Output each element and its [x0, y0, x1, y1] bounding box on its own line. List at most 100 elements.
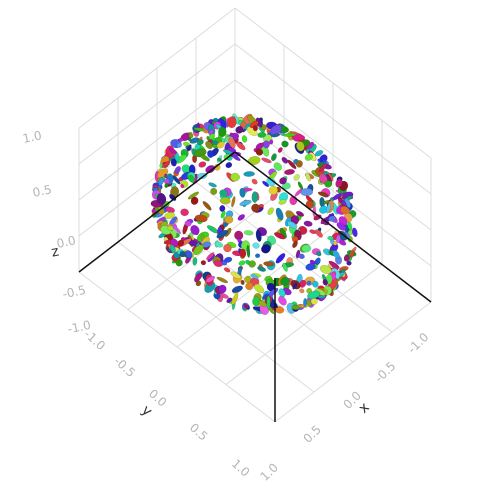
ellipsoid-marker	[240, 279, 245, 285]
ellipsoid-marker	[231, 293, 239, 305]
ellipsoid-marker	[226, 297, 233, 304]
ellipsoid-marker	[187, 174, 195, 183]
z-tick-minus-0.5: -0.5	[61, 283, 87, 302]
axis-panes	[79, 8, 431, 422]
ellipsoid-marker	[188, 133, 194, 139]
ellipsoid-marker	[199, 154, 210, 162]
ellipsoid-marker	[206, 252, 215, 261]
ellipsoid-marker	[266, 177, 276, 187]
grid-wall-y-h	[78, 43, 236, 165]
ellipsoid-marker	[299, 279, 307, 288]
ellipsoid-marker	[208, 182, 217, 188]
ellipsoid-marker	[263, 261, 275, 267]
ellipsoid-marker	[251, 178, 258, 185]
ellipsoid-marker	[316, 251, 322, 257]
ellipsoid-marker	[216, 276, 229, 284]
x-tick-minus-0.5: -0.5	[372, 359, 399, 385]
ellipsoid-marker	[275, 207, 284, 221]
ellipsoid-marker	[303, 298, 308, 307]
grid-floor-x	[117, 241, 315, 393]
ellipsoid-marker	[189, 137, 200, 144]
ellipsoid-marker	[274, 232, 286, 240]
ellipsoid-marker	[217, 157, 222, 162]
ellipsoid-marker	[169, 244, 176, 254]
ellipsoid-marker	[343, 254, 350, 262]
ellipsoid-marker	[198, 161, 207, 168]
ellipsoid-marker	[336, 222, 347, 231]
ellipsoid-marker	[172, 175, 181, 185]
ellipsoid-marker	[241, 135, 248, 143]
ellipsoid-marker	[282, 132, 297, 137]
ellipsoid-marker	[341, 200, 347, 207]
ellipsoid-marker	[303, 220, 313, 227]
ellipsoid-marker	[279, 177, 287, 185]
ellipsoid-marker	[262, 180, 270, 188]
ellipsoid-marker	[158, 177, 164, 186]
ellipsoid-marker	[190, 225, 200, 235]
ellipsoid-marker	[224, 215, 234, 224]
ellipsoid-marker	[176, 142, 182, 148]
ellipsoid-marker	[190, 196, 199, 205]
ellipsoid-marker	[305, 172, 311, 182]
ellipsoid-marker	[207, 150, 214, 158]
ellipsoid-marker	[216, 141, 225, 149]
ellipsoid-marker	[300, 187, 313, 197]
ellipsoid-marker	[231, 285, 243, 293]
ellipsoid-marker	[174, 166, 181, 174]
ellipsoid-marker	[281, 140, 289, 148]
ellipsoid-marker	[235, 125, 244, 134]
ellipsoid-marker	[292, 282, 298, 290]
ellipsoid-marker	[248, 260, 256, 268]
ellipsoid-marker	[252, 125, 259, 132]
ellipsoid-marker	[208, 129, 215, 135]
ellipsoid-marker	[267, 207, 274, 216]
y-tick-1: 1.0	[229, 456, 253, 479]
ellipsoid-marker	[180, 208, 189, 217]
x-tick-minus-1: -1.0	[405, 330, 432, 356]
y-axis-line	[234, 151, 432, 303]
ellipsoid-marker	[216, 229, 229, 239]
ellipsoid-marker	[210, 187, 218, 195]
ellipsoid-marker	[327, 235, 334, 241]
ellipsoid-marker	[184, 220, 192, 227]
ellipsoid-marker	[294, 188, 303, 197]
y-tick-minus-0.5: -0.5	[111, 354, 138, 380]
grid-floor-y	[274, 301, 432, 423]
ellipsoid-marker	[350, 250, 355, 258]
z-tick-1: 1.0	[21, 128, 43, 146]
ellipsoid-marker	[252, 242, 260, 249]
ellipsoid-marker	[307, 290, 321, 300]
ellipsoid-marker	[223, 243, 232, 253]
y-axis-title: y	[138, 402, 155, 419]
ellipsoid-marker	[306, 287, 313, 294]
ellipsoid-marker	[219, 205, 226, 212]
z-axis-title: z	[50, 243, 61, 260]
ellipsoid-marker	[172, 224, 182, 234]
ellipsoid-marker	[228, 137, 236, 149]
ellipsoid-marker	[174, 152, 180, 163]
ellipsoid-marker	[277, 147, 283, 153]
ellipsoid-marker	[306, 280, 312, 286]
ellipsoid-marker	[298, 253, 305, 260]
ellipsoid-marker	[219, 189, 228, 197]
ellipsoid-marker	[346, 260, 352, 266]
ellipsoid-marker	[253, 283, 265, 294]
ellipsoid-marker	[287, 159, 297, 170]
ellipsoid-marker	[196, 139, 204, 146]
ellipsoid-marker	[194, 272, 203, 283]
ellipsoid-marker	[156, 192, 167, 205]
ellipsoid-marker	[192, 257, 198, 266]
ellipsoid-marker	[304, 153, 313, 161]
ellipsoid-marker	[227, 116, 237, 129]
ellipsoid-marker	[312, 280, 319, 288]
ellipsoid-marker	[335, 178, 343, 188]
ellipsoid-marker	[257, 131, 267, 138]
ellipsoid-marker	[243, 230, 254, 236]
ellipsoid-marker	[237, 214, 246, 221]
ellipsoid-marker	[314, 229, 323, 238]
grid-wall-y-h	[78, 7, 236, 129]
ellipsoid-marker	[164, 212, 176, 220]
ellipsoid-marker	[314, 150, 324, 157]
ellipsoid-marker	[223, 267, 231, 273]
ellipsoid-marker	[230, 271, 242, 279]
